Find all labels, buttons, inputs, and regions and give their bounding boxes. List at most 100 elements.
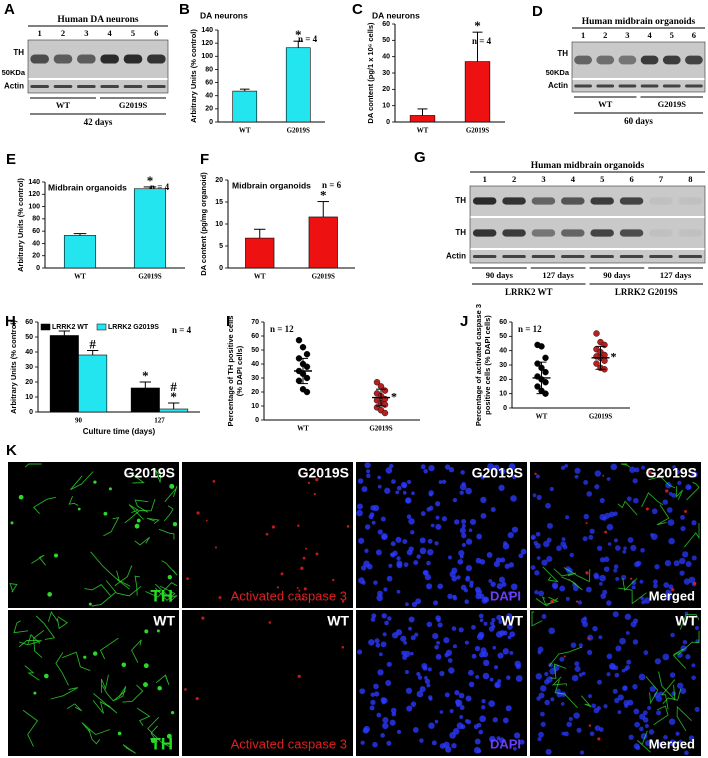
dapi-nucleus: [373, 683, 379, 690]
blot-band: [53, 54, 73, 64]
neurite: [164, 486, 178, 502]
dapi-nucleus: [386, 575, 393, 582]
dapi-nucleus: [573, 712, 580, 719]
x-tick-label: G2019S: [466, 127, 489, 135]
footer-label: 42 days: [84, 117, 113, 127]
dapi-nucleus: [574, 661, 580, 667]
dapi-nucleus: [489, 735, 496, 743]
dapi-nucleus: [672, 465, 676, 469]
neurite: [561, 576, 583, 591]
blot-band: [147, 54, 166, 64]
dapi-nucleus: [480, 512, 487, 519]
dapi-nucleus: [368, 514, 374, 520]
dapi-nucleus: [452, 594, 457, 599]
bar: [78, 354, 108, 413]
dapi-nucleus: [491, 617, 496, 623]
dapi-nucleus: [402, 483, 407, 489]
caspase-signal: [534, 472, 537, 476]
y-tick-label: 60: [499, 319, 507, 326]
y-tick-label: 60: [382, 21, 390, 28]
x-tick-label: 90: [75, 417, 83, 425]
neurite: [124, 498, 156, 524]
dapi-nucleus: [641, 465, 646, 470]
dapi-nucleus: [458, 627, 464, 633]
dapi-nucleus: [461, 518, 467, 525]
dapi-nucleus: [439, 670, 445, 677]
lane-number: 3: [625, 30, 629, 40]
blot-band: [662, 84, 681, 88]
neurite: [550, 663, 567, 679]
y-axis-label: positive cells (% DAPI cells): [483, 315, 492, 415]
dapi-nucleus: [677, 682, 684, 689]
blot-band: [619, 229, 644, 237]
neurite: [99, 637, 119, 660]
dapi-nucleus: [419, 738, 424, 743]
dapi-nucleus: [632, 478, 638, 484]
dapi-nucleus: [449, 571, 456, 578]
dapi-nucleus: [451, 742, 457, 749]
y-axis-label: Percentage of TH positive cells: [226, 316, 235, 427]
dapi-nucleus: [391, 711, 397, 717]
dapi-nucleus: [458, 550, 465, 557]
dapi-nucleus: [419, 537, 426, 544]
dapi-nucleus: [427, 538, 433, 544]
dapi-nucleus: [476, 633, 484, 641]
dapi-nucleus: [377, 590, 383, 597]
dapi-nucleus: [599, 574, 606, 582]
dapi-nucleus: [499, 557, 506, 563]
y-tick-label: 20: [215, 177, 223, 184]
th-soma: [47, 592, 52, 597]
dapi-nucleus: [582, 621, 589, 628]
dapi-nucleus: [410, 651, 414, 656]
dapi-nucleus: [428, 464, 435, 472]
dapi-nucleus: [427, 667, 432, 672]
y-tick-label: 0: [503, 405, 507, 412]
dapi-nucleus: [375, 642, 381, 648]
blot-band: [561, 197, 585, 205]
dapi-nucleus: [401, 650, 407, 656]
neurite: [66, 703, 83, 712]
neurite: [90, 551, 130, 590]
th-soma: [103, 511, 108, 516]
neurite: [103, 516, 120, 537]
dapi-nucleus: [543, 540, 550, 548]
dapi-nucleus: [685, 484, 692, 491]
blot-band: [618, 84, 637, 88]
blot-border: [27, 39, 169, 94]
neurite: [31, 554, 46, 566]
caspase-signal: [201, 616, 205, 620]
neurite: [125, 472, 145, 484]
dapi-nucleus: [434, 719, 439, 724]
dapi-nucleus: [691, 555, 697, 561]
dapi-nucleus: [469, 580, 474, 586]
dapi-nucleus: [669, 672, 676, 678]
dapi-nucleus: [666, 507, 673, 513]
neurite: [122, 684, 144, 703]
dapi-nucleus: [549, 667, 557, 675]
lane-number: 2: [512, 174, 516, 184]
dapi-nucleus: [404, 669, 409, 674]
caspase-signal: [563, 655, 566, 658]
dapi-nucleus: [630, 544, 637, 551]
y-tick-label: 5: [219, 243, 223, 250]
dapi-nucleus: [511, 526, 519, 533]
dapi-nucleus: [588, 694, 592, 699]
dapi-nucleus: [377, 669, 384, 676]
dapi-nucleus: [395, 490, 400, 495]
dapi-nucleus: [691, 520, 697, 526]
x-tick-label: G2019S: [138, 273, 161, 281]
dapi-nucleus: [506, 623, 513, 630]
dapi-nucleus: [444, 692, 450, 698]
dapi-nucleus: [438, 480, 443, 484]
y-tick-label: 10: [499, 391, 507, 398]
dapi-nucleus: [480, 475, 485, 480]
dapi-nucleus: [478, 729, 484, 735]
dapi-nucleus: [505, 705, 512, 712]
blot-title: Human midbrain organoids: [531, 161, 645, 171]
dapi-nucleus: [688, 735, 695, 741]
dapi-nucleus: [357, 478, 364, 484]
x-tick-label: WT: [536, 413, 548, 421]
y-tick-label: 50: [251, 347, 259, 354]
dapi-nucleus: [406, 514, 412, 520]
micrograph: [8, 462, 179, 608]
